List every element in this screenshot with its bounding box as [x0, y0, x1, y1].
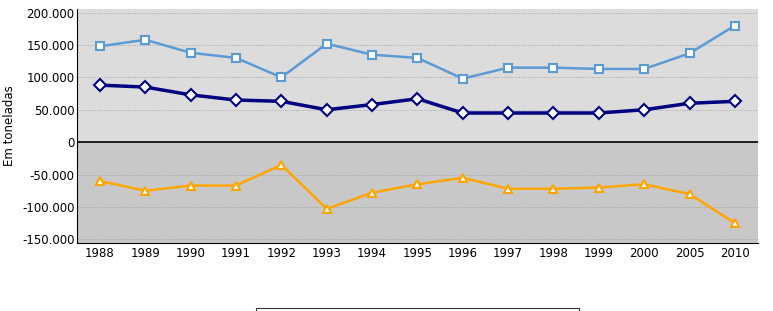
PRODUÇÃO [594, 111, 604, 115]
PRODUÇÃO [549, 111, 558, 115]
Y-axis label: Em toneladas: Em toneladas [3, 86, 16, 166]
SALDO [639, 182, 649, 186]
PRODUÇÃO [186, 93, 196, 97]
SALDO [231, 184, 240, 188]
SALDO [458, 176, 468, 180]
PRODUÇÃO [639, 108, 649, 112]
PRODUÇÃO [458, 111, 468, 115]
Bar [77, 142, 758, 243]
SALDO [503, 187, 512, 191]
PRODUÇÃO [730, 100, 740, 103]
PRODUÇÃO [231, 98, 240, 102]
SALDO [367, 191, 376, 195]
SALDO [277, 163, 286, 167]
CONSUMO [95, 44, 104, 48]
SALDO [549, 187, 558, 191]
Bar [77, 9, 758, 142]
CONSUMO [594, 67, 604, 71]
CONSUMO [639, 67, 649, 71]
Line: SALDO: SALDO [96, 161, 739, 227]
CONSUMO [367, 53, 376, 57]
Line: PRODUÇÃO: PRODUÇÃO [96, 81, 739, 117]
PRODUÇÃO [413, 97, 422, 101]
PRODUÇÃO [322, 108, 332, 112]
PRODUÇÃO [277, 100, 286, 103]
PRODUÇÃO [685, 101, 694, 105]
PRODUÇÃO [141, 85, 150, 89]
CONSUMO [277, 76, 286, 79]
CONSUMO [549, 66, 558, 69]
CONSUMO [186, 51, 196, 55]
CONSUMO [322, 42, 332, 45]
CONSUMO [685, 52, 694, 55]
SALDO [141, 189, 150, 193]
SALDO [730, 221, 740, 225]
CONSUMO [413, 56, 422, 60]
PRODUÇÃO [95, 83, 104, 87]
SALDO [685, 192, 694, 196]
PRODUÇÃO [503, 111, 512, 115]
CONSUMO [141, 38, 150, 42]
SALDO [95, 179, 104, 183]
SALDO [413, 182, 422, 186]
CONSUMO [231, 56, 240, 60]
Line: CONSUMO: CONSUMO [96, 21, 739, 83]
CONSUMO [730, 24, 740, 27]
CONSUMO [503, 66, 512, 69]
SALDO [594, 186, 604, 189]
SALDO [322, 207, 332, 211]
Legend: PRODUÇÃO, CONSUMO, SALDO: PRODUÇÃO, CONSUMO, SALDO [256, 308, 579, 311]
PRODUÇÃO [367, 103, 376, 106]
SALDO [186, 184, 196, 188]
CONSUMO [458, 77, 468, 81]
